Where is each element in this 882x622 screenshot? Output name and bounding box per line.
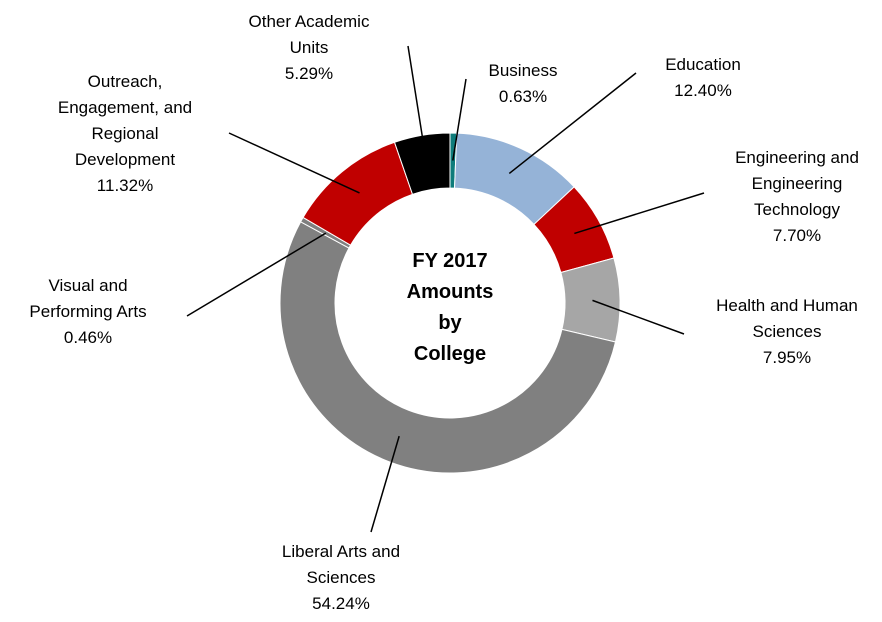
center-label-line-3: by — [438, 312, 462, 334]
leader-line-education — [508, 72, 637, 175]
leader-line-engineering-and-engineering-technology — [574, 192, 705, 235]
slice-label-liberal-arts-and-sciences-1: Liberal Arts and — [282, 542, 400, 561]
leader-line-visual-and-performing-arts — [186, 232, 327, 317]
slice-other-academic-units — [393, 132, 451, 195]
slice-value-outreach-engagement-and-regional-development: 11.32% — [97, 176, 153, 195]
slice-label-engineering-and-engineering-technology-2: Engineering — [752, 174, 843, 193]
slice-label-other-academic-units-2: Units — [290, 38, 329, 57]
slice-label-visual-and-performing-arts-1: Visual and — [48, 276, 127, 295]
slice-label-engineering-and-engineering-technology-3: Technology — [754, 200, 841, 219]
slice-value-health-and-human-sciences: 7.95% — [763, 348, 811, 367]
slice-label-outreach-engagement-and-regional-development-2: Engagement, and — [58, 98, 192, 117]
slice-label-engineering-and-engineering-technology-1: Engineering and — [735, 148, 859, 167]
slice-label-liberal-arts-and-sciences-2: Sciences — [307, 568, 376, 587]
slice-health-and-human-sciences — [560, 257, 621, 343]
leader-lines — [186, 45, 705, 533]
slice-value-other-academic-units: 5.29% — [285, 64, 333, 83]
slice-label-health-and-human-sciences-1: Health and Human — [716, 296, 858, 315]
slice-label-outreach-engagement-and-regional-development-4: Development — [75, 150, 175, 169]
leader-line-other-academic-units — [407, 45, 428, 163]
slice-value-business: 0.63% — [499, 87, 547, 106]
donut-slices — [279, 132, 621, 474]
center-label-line-4: College — [414, 343, 486, 365]
slice-value-engineering-and-engineering-technology: 7.70% — [773, 226, 821, 245]
slice-value-liberal-arts-and-sciences: 54.24% — [312, 594, 370, 613]
center-label-line-2: Amounts — [407, 281, 494, 303]
slice-label-business-1: Business — [489, 61, 558, 80]
leader-line-business — [452, 78, 467, 161]
slice-label-education-1: Education — [665, 55, 741, 74]
leader-line-liberal-arts-and-sciences — [370, 435, 400, 533]
slice-labels: Business 0.63% Education 12.40% Engineering … — [29, 12, 858, 613]
slice-value-education: 12.40% — [674, 81, 732, 100]
center-label: FY 2017 Amounts by College — [407, 250, 494, 365]
slice-label-outreach-engagement-and-regional-development-1: Outreach, — [88, 72, 163, 91]
leader-line-health-and-human-sciences — [592, 299, 685, 335]
slice-value-visual-and-performing-arts: 0.46% — [64, 328, 112, 347]
slice-label-health-and-human-sciences-2: Sciences — [753, 322, 822, 341]
slice-liberal-arts-and-sciences — [279, 221, 617, 474]
leader-line-outreach-engagement-and-regional-development — [228, 132, 360, 194]
center-label-line-1: FY 2017 — [412, 250, 487, 272]
slice-label-visual-and-performing-arts-2: Performing Arts — [29, 302, 146, 321]
slice-label-outreach-engagement-and-regional-development-3: Regional — [91, 124, 158, 143]
slice-label-other-academic-units-1: Other Academic — [249, 12, 370, 31]
